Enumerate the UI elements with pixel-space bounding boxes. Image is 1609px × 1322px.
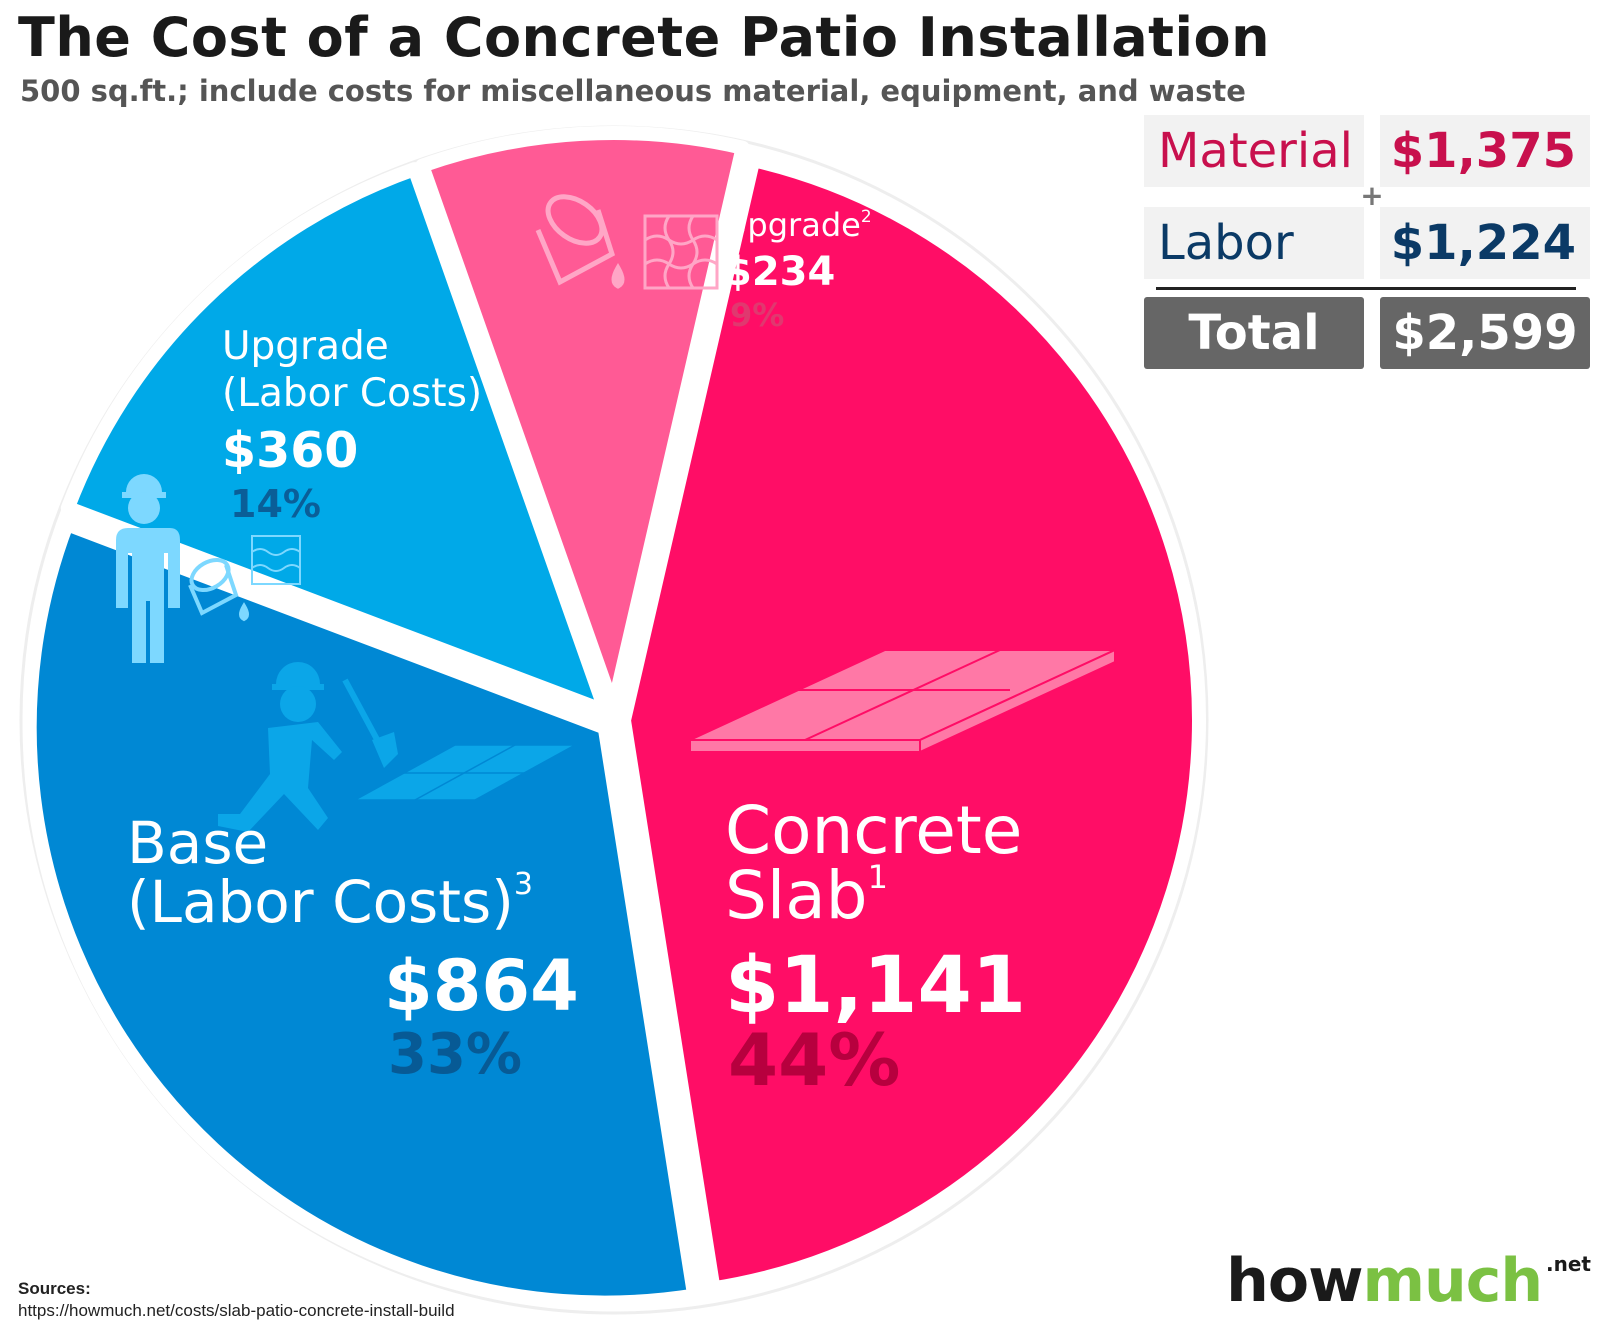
chart-title: The Cost of a Concrete Patio Installatio… bbox=[18, 6, 1271, 69]
base-label-line1: Base bbox=[127, 809, 268, 877]
slab-value-label: $1,141 bbox=[725, 941, 1026, 1031]
base-label-line2: (Labor Costs)3 bbox=[127, 867, 533, 936]
uplab-label-name: (Labor Costs) bbox=[222, 371, 482, 416]
base-footnote: 3 bbox=[514, 867, 533, 902]
howmuch-logo: howmuch .net bbox=[1226, 1246, 1591, 1316]
upmat-value-label: $234 bbox=[724, 249, 835, 295]
upmat-label-line1: Upgrade2 bbox=[724, 206, 872, 244]
summary-divider bbox=[1156, 287, 1576, 290]
labor-value: $1,224 bbox=[1380, 207, 1590, 279]
shovel-worker-icon bbox=[218, 662, 398, 832]
slab-small-icon bbox=[354, 744, 576, 801]
pie-slice-base-labor-costs-1 bbox=[22, 517, 702, 1310]
sources-label: Sources: bbox=[18, 1279, 91, 1298]
pie-slice-upgrade-labor-costs-2 bbox=[60, 162, 613, 719]
sources-block: Sources: https://howmuch.net/costs/slab-… bbox=[18, 1278, 455, 1322]
uplab-label-line2: (Labor Costs)4 bbox=[222, 369, 495, 416]
pie-slices bbox=[22, 126, 1206, 1310]
uplab-percent-label: 14% bbox=[230, 482, 321, 526]
material-value: $1,375 bbox=[1380, 115, 1590, 187]
sources-link[interactable]: https://howmuch.net/costs/slab-patio-con… bbox=[18, 1301, 455, 1320]
slab-footnote: 1 bbox=[868, 858, 888, 896]
upmat-footnote: 2 bbox=[861, 207, 872, 227]
total-value: $2,599 bbox=[1380, 297, 1590, 369]
bucket-icon bbox=[535, 194, 625, 289]
upmat-percent-label: 9% bbox=[730, 296, 784, 334]
worker-icon bbox=[116, 474, 180, 663]
slab-icon bbox=[689, 648, 1116, 754]
slab-label-line2: Slab1 bbox=[725, 857, 888, 934]
paver-pattern-icon bbox=[643, 214, 719, 290]
logo-part-how: how bbox=[1226, 1246, 1363, 1316]
base-percent-label: 33% bbox=[388, 1022, 522, 1087]
total-label: Total bbox=[1144, 297, 1364, 369]
base-value-label: $864 bbox=[384, 945, 579, 1027]
base-label-name: (Labor Costs) bbox=[127, 868, 514, 936]
uplab-footnote: 4 bbox=[482, 369, 495, 393]
logo-part-much: much bbox=[1362, 1246, 1544, 1316]
logo-part-net: .net bbox=[1546, 1252, 1591, 1276]
upmat-label-name: Upgrade bbox=[724, 206, 861, 244]
uplab-label-line1: Upgrade bbox=[222, 324, 389, 369]
slab-label-name: Slab bbox=[725, 857, 868, 934]
chart-subtitle: 500 sq.ft.; include costs for miscellane… bbox=[20, 74, 1246, 108]
pie-slice-upgrade-3 bbox=[415, 126, 750, 716]
bucket-small-icon bbox=[188, 557, 249, 622]
slab-label-line1: Concrete bbox=[725, 792, 1022, 869]
uplab-value-label: $360 bbox=[222, 422, 358, 479]
plus-sign: + bbox=[1360, 178, 1384, 212]
material-label: Material bbox=[1144, 115, 1364, 187]
slab-percent-label: 44% bbox=[728, 1018, 900, 1102]
labor-label: Labor bbox=[1144, 207, 1364, 279]
paver-pattern-small-icon bbox=[251, 535, 301, 585]
